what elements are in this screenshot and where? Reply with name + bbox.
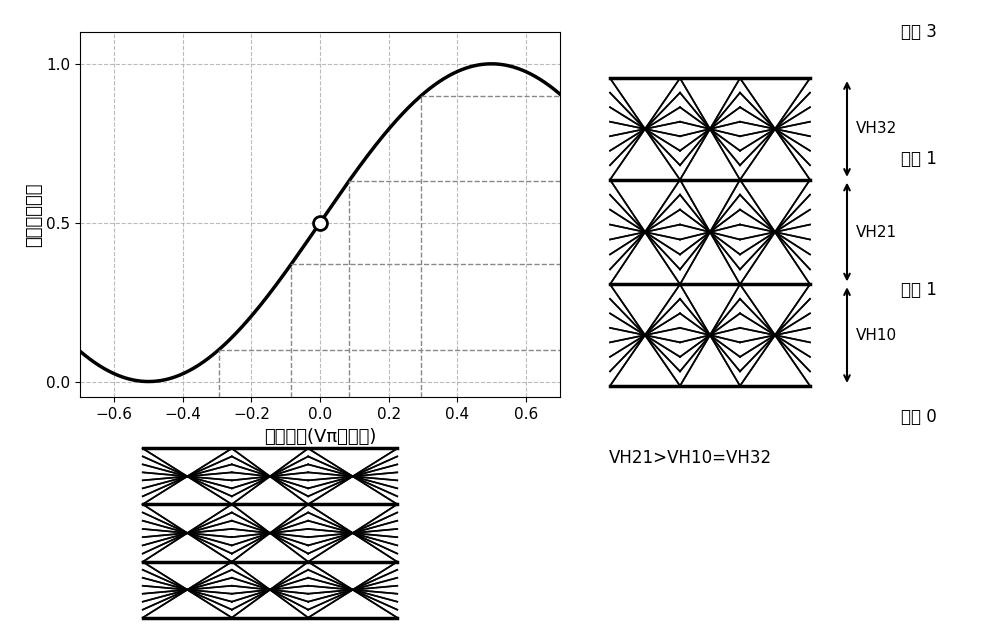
Text: 位准 3: 位准 3: [901, 23, 937, 41]
Y-axis label: 归一化光强度: 归一化光强度: [25, 183, 43, 247]
Text: VH10: VH10: [856, 328, 897, 343]
Text: 位准 1: 位准 1: [901, 281, 937, 299]
Text: VH21: VH21: [856, 224, 897, 240]
X-axis label: 偏压电压(Vπ归一化): 偏压电压(Vπ归一化): [264, 428, 376, 445]
Text: VH21>VH10=VH32: VH21>VH10=VH32: [608, 449, 772, 467]
Text: 位准 0: 位准 0: [901, 408, 937, 426]
Text: VH32: VH32: [856, 121, 897, 137]
Text: 位准 1: 位准 1: [901, 150, 937, 168]
